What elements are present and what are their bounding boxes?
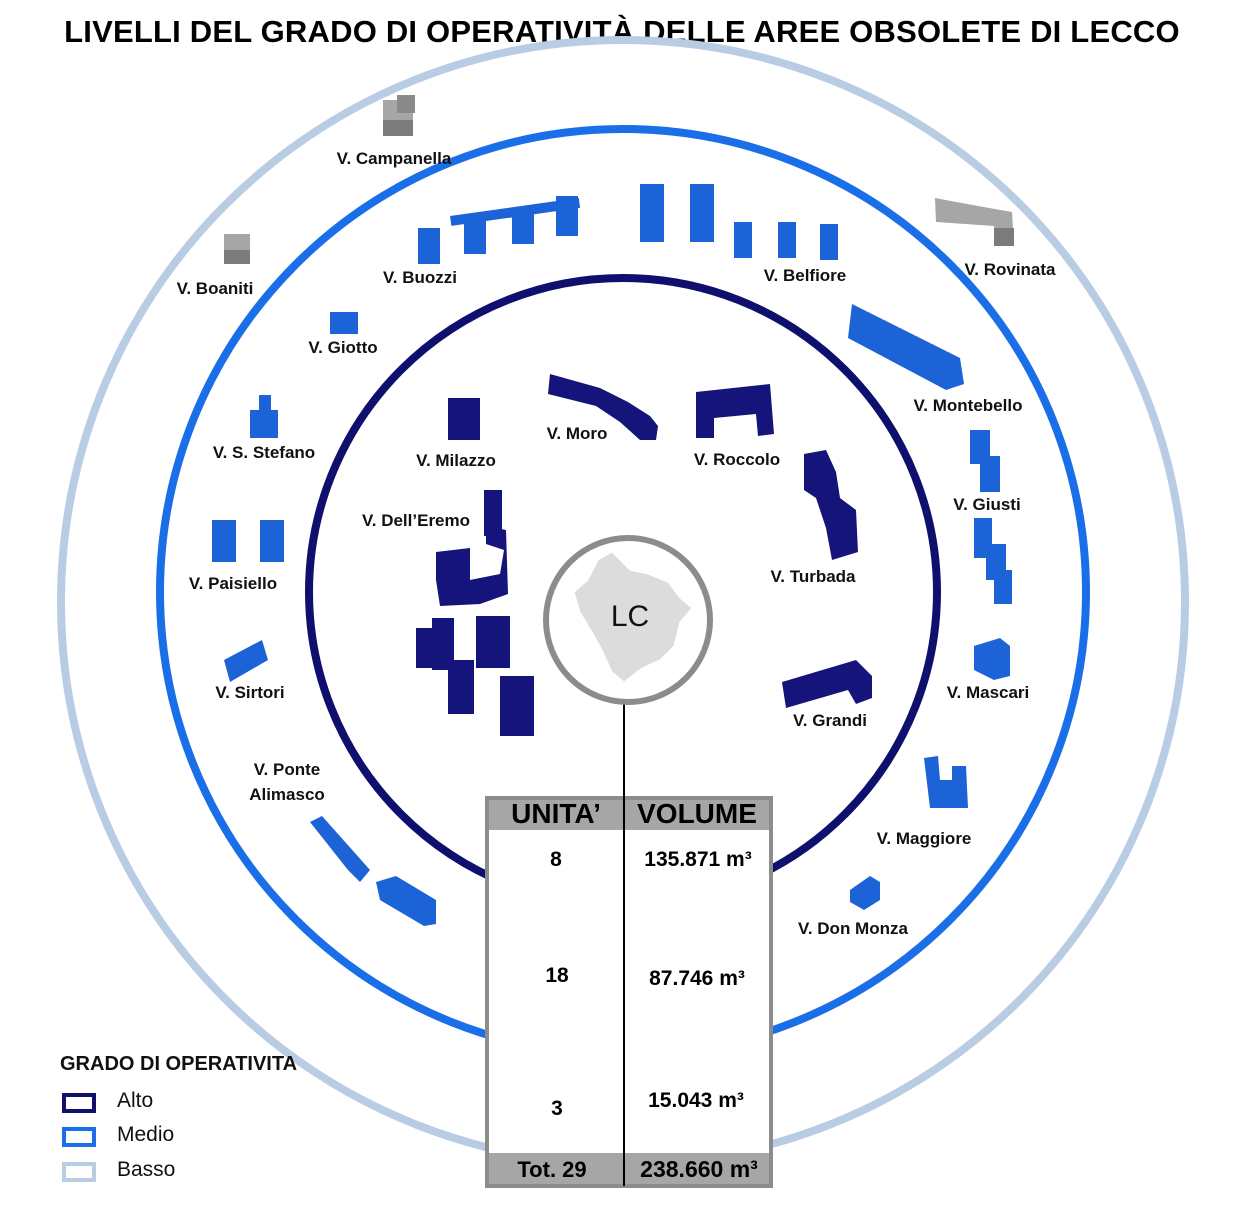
lecco-map-shape <box>573 551 693 683</box>
label-montebello: V. Montebello <box>913 396 1023 415</box>
table-border <box>485 796 773 1188</box>
table-row-2-unita: 18 <box>545 964 569 987</box>
building-buozzi <box>418 196 581 264</box>
buildings-basso <box>224 95 1014 264</box>
building-maggiore <box>924 756 968 808</box>
building-s-stefano <box>250 395 278 438</box>
building-boaniti <box>224 234 250 264</box>
table-row-3-unita: 3 <box>551 1097 563 1120</box>
building-giotto <box>330 312 358 334</box>
legend-label-medio: Medio <box>117 1123 175 1146</box>
building-don-monza <box>850 876 880 910</box>
label-ponte-alimasco-2: Alimasco <box>249 785 325 804</box>
label-rovinata: V. Rovinata <box>964 260 1056 279</box>
legend-title: GRADO DI OPERATIVITA <box>60 1053 298 1075</box>
label-mascari: V. Mascari <box>946 683 1030 702</box>
table-footer-band <box>487 1153 771 1186</box>
table-row-3-volume: 15.043 m³ <box>648 1089 744 1112</box>
table-header-volume: VOLUME <box>637 798 757 829</box>
table-header-unita: UNITA’ <box>511 798 601 829</box>
label-boaniti: V. Boaniti <box>176 279 254 298</box>
label-maggiore: V. Maggiore <box>876 829 972 848</box>
label-dell-eremo: V. Dell’Eremo <box>361 511 471 530</box>
building-giusti <box>970 430 1012 604</box>
label-roccolo: V. Roccolo <box>693 450 781 469</box>
label-giotto: V. Giotto <box>308 338 378 357</box>
label-sirtori: V. Sirtori <box>215 683 285 702</box>
label-don-monza: V. Don Monza <box>798 919 908 938</box>
building-montebello <box>848 304 964 390</box>
building-grandi <box>782 660 872 708</box>
label-moro: V. Moro <box>546 424 608 443</box>
building-ponte-alimasco <box>310 816 436 926</box>
building-rovinata <box>935 198 1014 246</box>
building-roccolo <box>696 384 774 438</box>
label-campanella: V. Campanella <box>336 149 452 168</box>
table-row-2-volume: 87.746 m³ <box>649 967 745 990</box>
building-belfiore <box>640 184 838 260</box>
building-paisiello <box>212 520 284 562</box>
legend-swatch-basso <box>62 1162 96 1182</box>
building-moro <box>548 374 658 440</box>
label-milazzo: V. Milazzo <box>416 451 496 470</box>
legend-swatch-medio <box>62 1127 96 1147</box>
building-campanella <box>383 95 415 136</box>
building-sirtori <box>224 640 268 682</box>
building-milazzo <box>448 398 480 440</box>
label-s-stefano: V. S. Stefano <box>212 443 316 462</box>
buildings-medio <box>212 184 1012 926</box>
building-turbada <box>804 450 858 560</box>
label-ponte-alimasco-1: V. Ponte <box>253 760 321 779</box>
label-turbada: V. Turbada <box>770 567 856 586</box>
label-grandi: V. Grandi <box>792 711 868 730</box>
label-giusti: V. Giusti <box>953 495 1021 514</box>
table-row-1-volume: 135.871 m³ <box>644 848 752 871</box>
legend-swatch-alto <box>62 1093 96 1113</box>
table-background <box>487 798 771 1186</box>
center-label: LC <box>610 600 650 633</box>
label-belfiore: V. Belfiore <box>763 266 847 285</box>
building-dell-eremo <box>416 490 534 736</box>
buildings-alto <box>416 374 872 736</box>
legend-label-basso: Basso <box>117 1158 176 1181</box>
table-header-band <box>487 798 771 830</box>
building-mascari <box>974 638 1010 680</box>
table-total-unita: Tot. 29 <box>517 1157 587 1182</box>
table-row-1-unita: 8 <box>550 848 562 871</box>
label-buozzi: V. Buozzi <box>383 268 457 287</box>
legend-label-alto: Alto <box>117 1089 154 1112</box>
table-total-volume: 238.660 m³ <box>640 1156 758 1182</box>
label-paisiello: V. Paisiello <box>188 574 278 593</box>
